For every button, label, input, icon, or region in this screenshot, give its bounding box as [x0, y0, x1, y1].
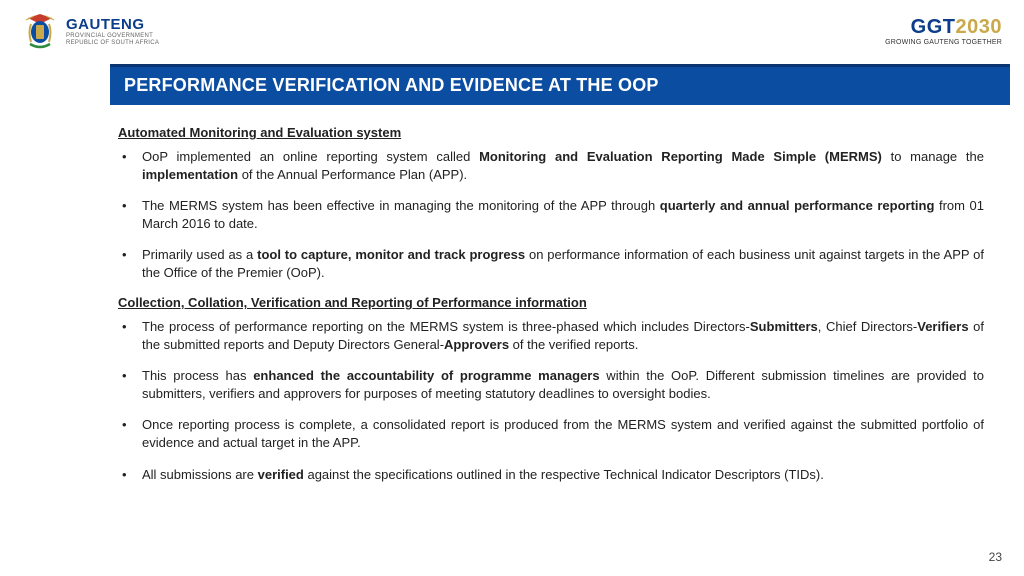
list-item: Once reporting process is complete, a co… [118, 416, 984, 451]
ggt-logo: GGT2030 GROWING GAUTENG TOGETHER [885, 17, 1002, 46]
ggt-sub: GROWING GAUTENG TOGETHER [885, 39, 1002, 46]
section2-list: The process of performance reporting on … [118, 318, 984, 483]
gauteng-sub1: PROVINCIAL GOVERNMENT [66, 33, 159, 39]
slide-title: PERFORMANCE VERIFICATION AND EVIDENCE AT… [110, 64, 1010, 105]
list-item: All submissions are verified against the… [118, 466, 984, 484]
gauteng-text: GAUTENG PROVINCIAL GOVERNMENT REPUBLIC O… [66, 17, 159, 46]
list-item: The MERMS system has been effective in m… [118, 197, 984, 232]
section1-list: OoP implemented an online reporting syst… [118, 148, 984, 281]
list-item: Primarily used as a tool to capture, mon… [118, 246, 984, 281]
gauteng-sub2: REPUBLIC OF SOUTH AFRICA [66, 40, 159, 46]
crest-icon [22, 12, 58, 50]
page-number: 23 [989, 550, 1002, 564]
list-item: The process of performance reporting on … [118, 318, 984, 353]
section2-heading: Collection, Collation, Verification and … [118, 295, 984, 310]
slide-header: GAUTENG PROVINCIAL GOVERNMENT REPUBLIC O… [0, 0, 1024, 60]
gauteng-logo: GAUTENG PROVINCIAL GOVERNMENT REPUBLIC O… [22, 12, 159, 50]
list-item: This process has enhanced the accountabi… [118, 367, 984, 402]
slide-content: Automated Monitoring and Evaluation syst… [0, 105, 1024, 483]
section1-heading: Automated Monitoring and Evaluation syst… [118, 125, 984, 140]
gauteng-main: GAUTENG [66, 17, 159, 32]
list-item: OoP implemented an online reporting syst… [118, 148, 984, 183]
ggt-main: GGT2030 [911, 17, 1002, 37]
